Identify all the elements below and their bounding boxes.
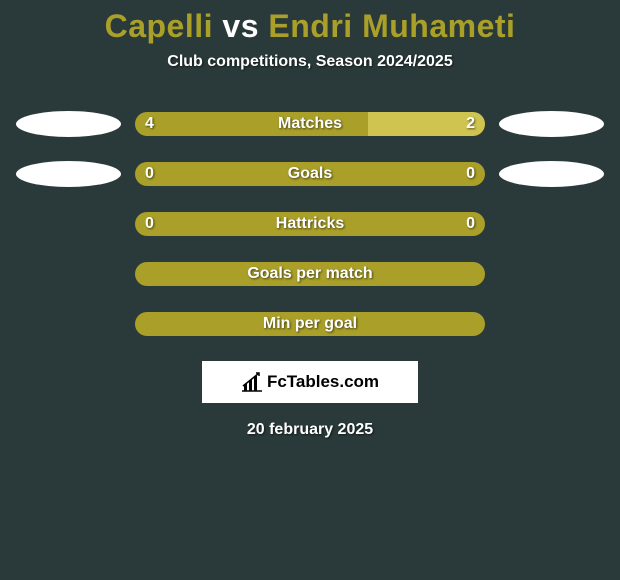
stat-label: Goals per match xyxy=(247,265,372,283)
logo-box[interactable]: FcTables.com xyxy=(202,361,418,403)
stat-label: Hattricks xyxy=(276,215,344,233)
logo: FcTables.com xyxy=(241,372,379,392)
stat-bar-hattricks: 0 0 Hattricks xyxy=(135,212,485,236)
subtitle: Club competitions, Season 2024/2025 xyxy=(0,53,620,71)
stat-row-gpm: Goals per match xyxy=(0,261,620,287)
player2-avatar xyxy=(499,111,604,137)
bar-chart-icon xyxy=(241,372,263,392)
stat-row-mpg: Min per goal xyxy=(0,311,620,337)
value-right: 0 xyxy=(466,215,475,233)
stat-label: Matches xyxy=(278,115,342,133)
value-left: 4 xyxy=(145,115,154,133)
stats-rows: 4 2 Matches 0 0 Goals 0 0 Hattricks Goals per mat… xyxy=(0,111,620,337)
vs-text: vs xyxy=(222,8,259,44)
player2-avatar xyxy=(499,161,604,187)
value-left: 0 xyxy=(145,165,154,183)
stat-bar-gpm: Goals per match xyxy=(135,262,485,286)
value-right: 0 xyxy=(466,165,475,183)
stat-row-hattricks: 0 0 Hattricks xyxy=(0,211,620,237)
bar-left xyxy=(135,162,310,186)
stat-bar-goals: 0 0 Goals xyxy=(135,162,485,186)
value-right: 2 xyxy=(466,115,475,133)
page-title: Capelli vs Endri Muhameti xyxy=(0,8,620,45)
player1-avatar xyxy=(16,161,121,187)
stat-bar-mpg: Min per goal xyxy=(135,312,485,336)
player2-name: Endri Muhameti xyxy=(268,8,515,44)
stat-row-matches: 4 2 Matches xyxy=(0,111,620,137)
stat-bar-matches: 4 2 Matches xyxy=(135,112,485,136)
bar-right xyxy=(310,162,485,186)
logo-text: FcTables.com xyxy=(267,372,379,392)
stat-row-goals: 0 0 Goals xyxy=(0,161,620,187)
date-label: 20 february 2025 xyxy=(0,421,620,439)
comparison-card: Capelli vs Endri Muhameti Club competiti… xyxy=(0,0,620,439)
player1-avatar xyxy=(16,111,121,137)
player1-name: Capelli xyxy=(105,8,213,44)
stat-label: Goals xyxy=(288,165,332,183)
value-left: 0 xyxy=(145,215,154,233)
stat-label: Min per goal xyxy=(263,315,357,333)
